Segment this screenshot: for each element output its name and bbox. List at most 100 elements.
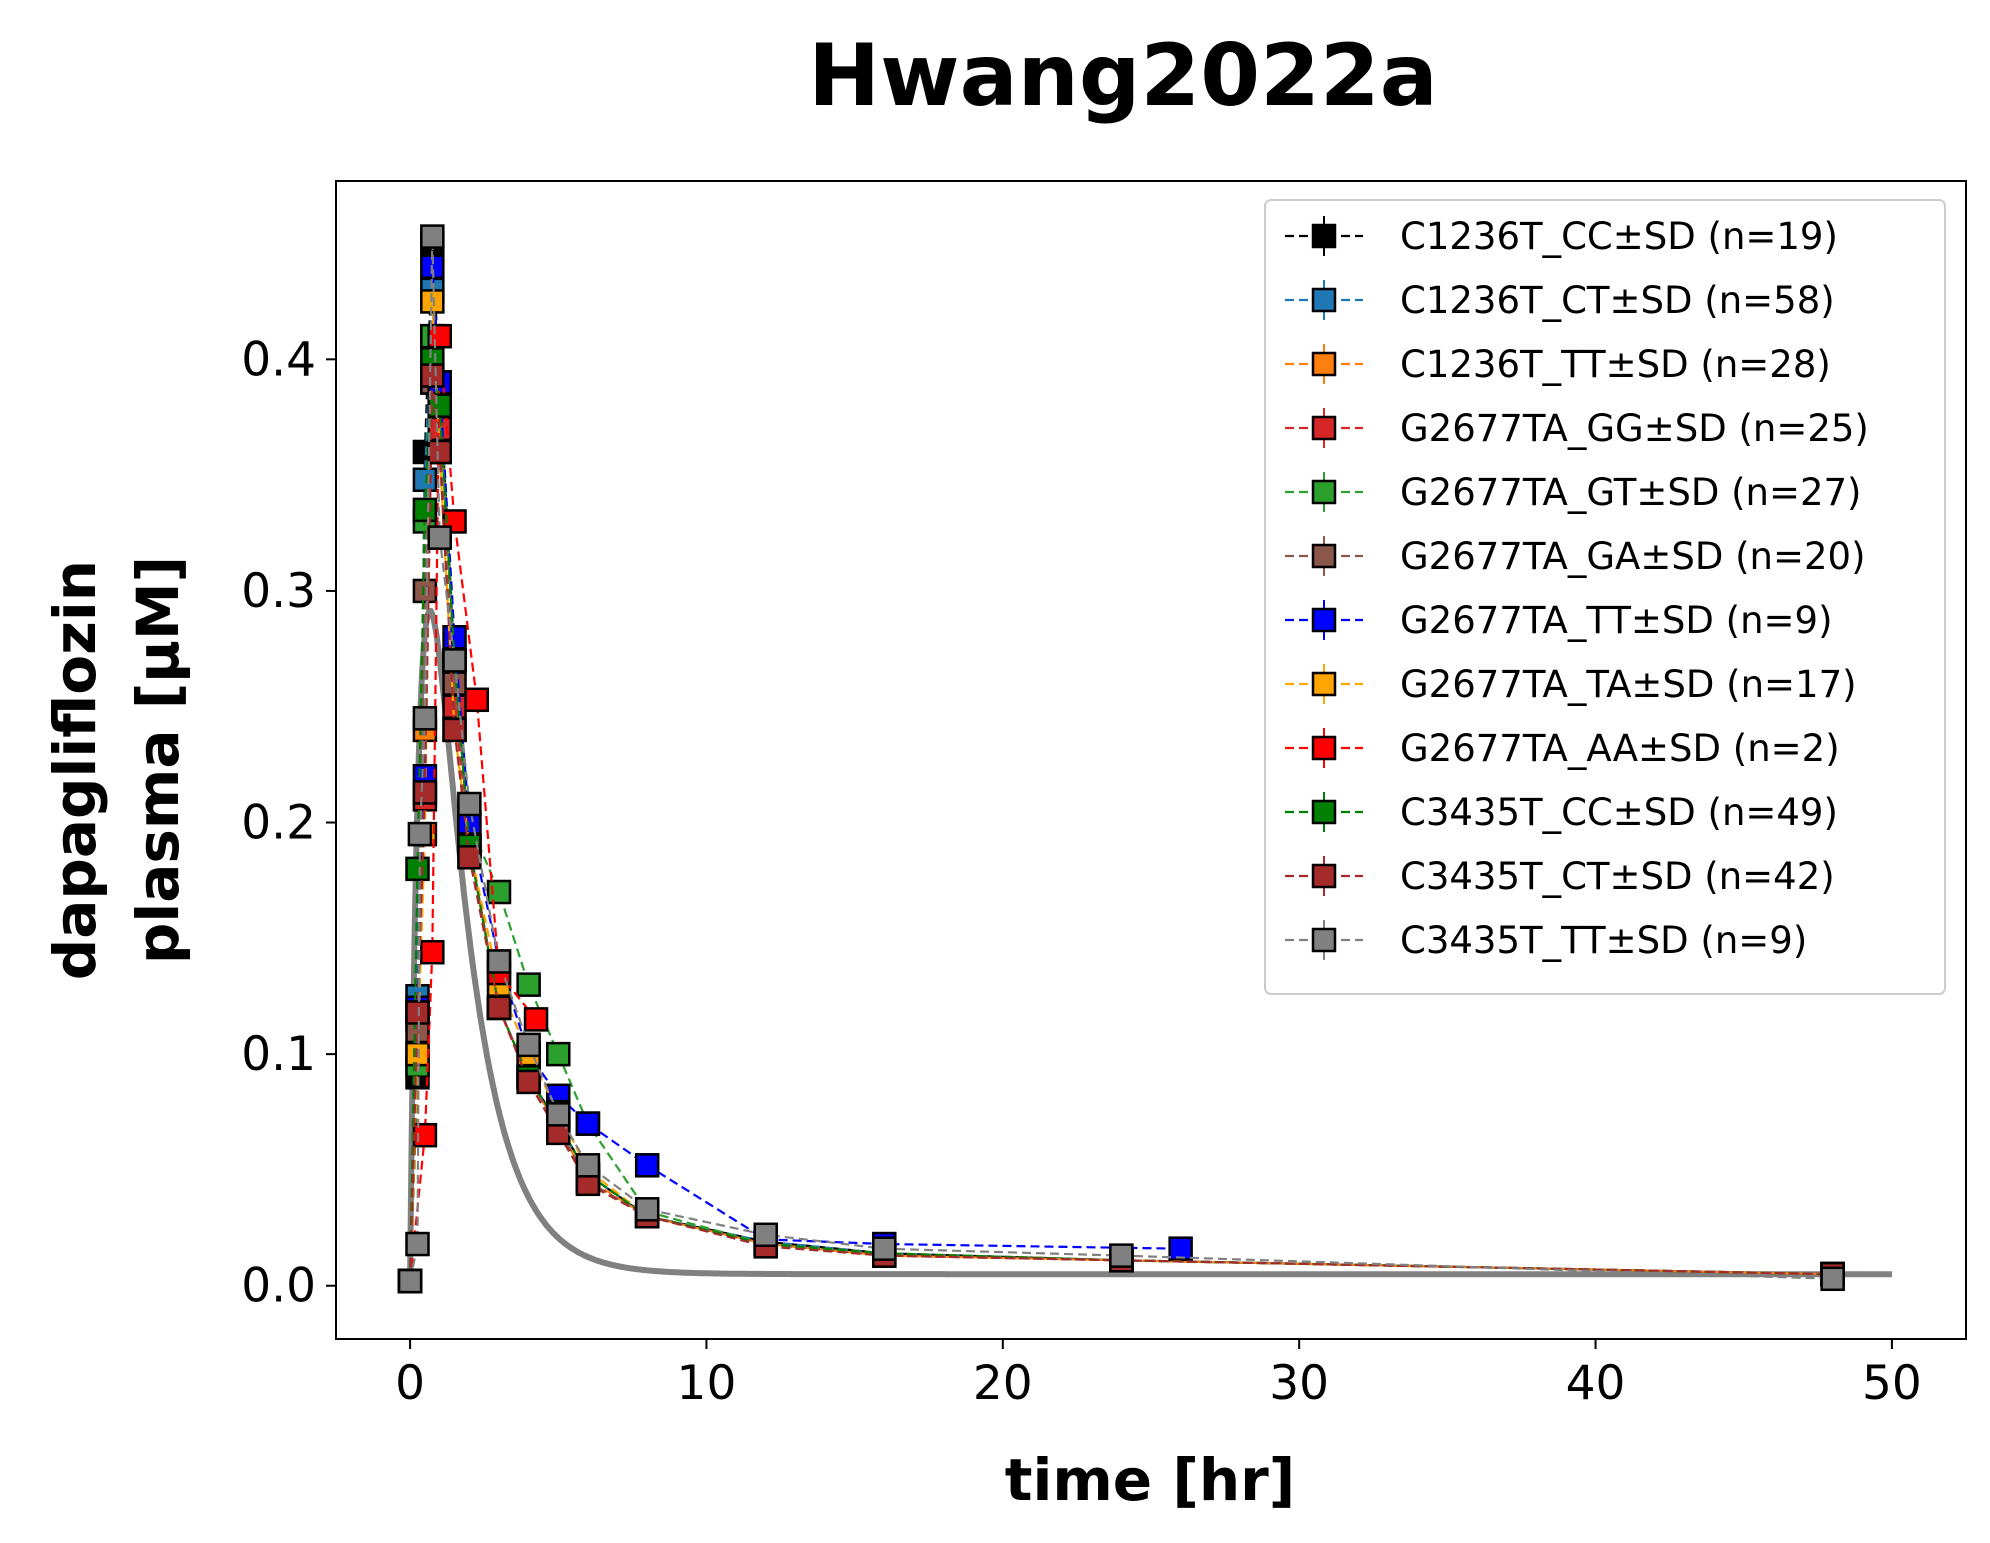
legend-marker xyxy=(1311,479,1337,505)
legend-entry: C1236T_TT±SD (n=28) xyxy=(1285,343,1831,386)
legend-label: C3435T_CC±SD (n=49) xyxy=(1400,791,1838,834)
x-tick-label: 10 xyxy=(677,1356,737,1411)
data-point xyxy=(546,1041,571,1067)
legend-entry: G2677TA_GT±SD (n=27) xyxy=(1285,471,1861,514)
y-axis-label-line-2: plasma [μM] xyxy=(124,556,192,964)
data-point xyxy=(412,780,438,805)
legend-label: C1236T_TT±SD (n=28) xyxy=(1400,343,1831,386)
series-line xyxy=(409,266,1181,1282)
series-line xyxy=(409,375,1833,1282)
legend-label: G2677TA_TT±SD (n=9) xyxy=(1400,599,1833,642)
data-point xyxy=(464,687,490,713)
x-tick-label: 50 xyxy=(1862,1356,1922,1411)
chart-title: Hwang2022a xyxy=(808,26,1438,126)
data-point xyxy=(634,1153,660,1178)
data-point xyxy=(1820,1266,1845,1292)
x-tick-label: 40 xyxy=(1566,1356,1626,1411)
x-tick-label: 0 xyxy=(395,1356,425,1411)
data-point xyxy=(420,939,445,965)
legend-entry: C3435T_CT±SD (n=42) xyxy=(1285,855,1835,898)
data-point xyxy=(412,578,438,604)
legend-entry: C3435T_CC±SD (n=49) xyxy=(1285,791,1838,834)
legend-frame xyxy=(1264,199,1946,995)
legend-entry: G2677TA_AA±SD (n=2) xyxy=(1285,727,1840,770)
series-group xyxy=(397,224,1845,1294)
legend-marker xyxy=(1311,799,1337,825)
legend-label: C3435T_TT±SD (n=9) xyxy=(1400,919,1807,962)
data-point xyxy=(1168,1236,1193,1261)
data-point xyxy=(575,1153,601,1178)
data-point xyxy=(420,363,445,388)
data-point xyxy=(405,1231,430,1257)
legend-entry: C3435T_TT±SD (n=9) xyxy=(1285,919,1807,962)
data-point xyxy=(407,821,433,847)
data-point xyxy=(427,323,452,349)
data-point xyxy=(412,497,438,523)
legend-label: G2677TA_AA±SD (n=2) xyxy=(1400,727,1840,770)
legend-marker xyxy=(1311,671,1337,697)
y-axis-label: dapagliflozin plasma [μM] xyxy=(41,540,192,981)
data-point xyxy=(427,525,452,550)
data-point xyxy=(872,1236,897,1261)
legend-entry: C1236T_CC±SD (n=19) xyxy=(1285,215,1838,258)
legend-marker xyxy=(1311,863,1337,889)
legend-entry: G2677TA_TA±SD (n=17) xyxy=(1285,663,1857,706)
data-point xyxy=(1109,1243,1134,1268)
data-point xyxy=(457,791,482,817)
data-point xyxy=(405,856,430,882)
legend-entry: G2677TA_GG±SD (n=25) xyxy=(1285,407,1869,450)
legend-label: G2677TA_TA±SD (n=17) xyxy=(1400,663,1857,706)
series-line xyxy=(409,236,1833,1282)
legend-marker xyxy=(1311,927,1337,953)
model-curves xyxy=(407,607,1892,1278)
data-point xyxy=(397,1268,423,1294)
data-point xyxy=(575,1111,601,1136)
data-point xyxy=(442,671,467,696)
legend-marker xyxy=(1311,543,1337,569)
legend-label: G2677TA_GG±SD (n=25) xyxy=(1400,407,1869,450)
x-axis-label: time [hr] xyxy=(1005,1446,1295,1514)
data-point xyxy=(412,706,438,731)
legend-marker xyxy=(1311,223,1337,249)
data-point xyxy=(427,439,452,465)
legend-label: C1236T_CC±SD (n=19) xyxy=(1400,215,1838,258)
data-point xyxy=(486,949,512,974)
y-axis-label-line-1: dapagliflozin xyxy=(41,560,109,980)
legend-label: C3435T_CT±SD (n=42) xyxy=(1400,855,1835,898)
y-tick-label: 0.4 xyxy=(241,332,316,387)
data-point xyxy=(516,972,541,997)
legend-entry: G2677TA_TT±SD (n=9) xyxy=(1285,599,1833,642)
legend-marker xyxy=(1311,415,1337,441)
ticks-group: 0 10 20 30 40 50 0.0 0.1 0.2 0.3 0.4 xyxy=(241,332,1922,1411)
legend: C1236T_CC±SD (n=19) C1236T_CT±SD (n=58) C1… xyxy=(1264,199,1946,995)
legend-label: G2677TA_GT±SD (n=27) xyxy=(1400,471,1861,514)
data-point xyxy=(442,648,467,673)
legend-entry: G2677TA_GA±SD (n=20) xyxy=(1285,535,1866,578)
data-point xyxy=(634,1197,660,1222)
data-point xyxy=(486,879,512,905)
legend-entry: C1236T_CT±SD (n=58) xyxy=(1285,279,1835,322)
x-tick-label: 20 xyxy=(973,1356,1033,1411)
x-tick-label: 30 xyxy=(1269,1356,1329,1411)
data-point xyxy=(546,1102,571,1127)
y-tick-label: 0.0 xyxy=(241,1259,316,1314)
plot-frame xyxy=(335,180,1967,1340)
data-series xyxy=(397,224,1845,1294)
data-point xyxy=(412,467,438,493)
data-point xyxy=(523,1007,549,1032)
series-line xyxy=(409,336,537,1282)
data-point xyxy=(405,1041,430,1067)
data-point xyxy=(405,1000,430,1025)
legend-label: C1236T_CT±SD (n=58) xyxy=(1400,279,1835,322)
data-point xyxy=(753,1222,778,1248)
model-curve-mean xyxy=(407,607,1892,1278)
y-tick-label: 0.3 xyxy=(241,564,316,619)
legend-marker xyxy=(1311,607,1337,633)
data-point xyxy=(420,224,445,249)
data-series xyxy=(397,254,1193,1294)
y-tick-label: 0.2 xyxy=(241,796,316,851)
data-point xyxy=(516,1032,541,1058)
legend-label: G2677TA_GA±SD (n=20) xyxy=(1400,535,1866,578)
data-point xyxy=(486,995,512,1021)
